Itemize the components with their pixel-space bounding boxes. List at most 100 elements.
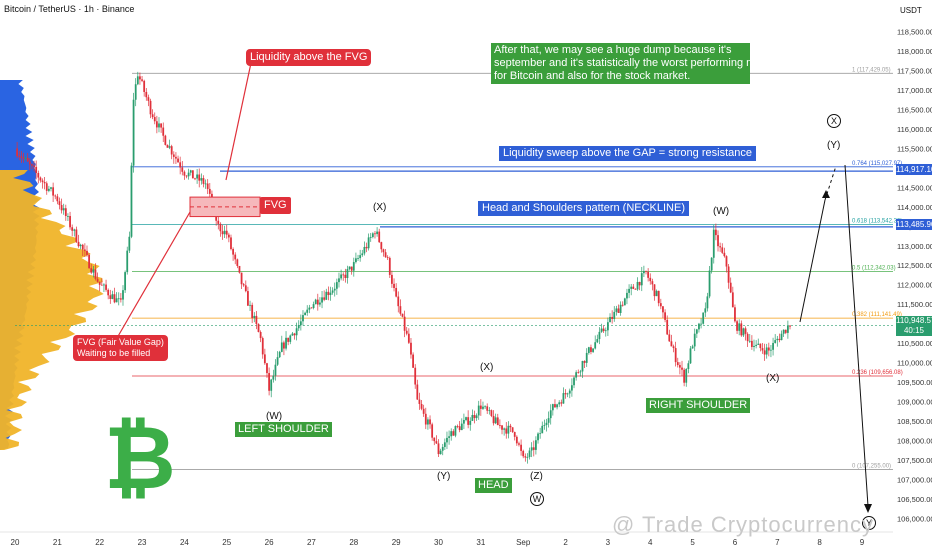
- candle-body: [759, 343, 762, 349]
- candle-body: [422, 408, 425, 414]
- candle-body: [160, 123, 163, 128]
- candle-body: [554, 404, 556, 408]
- candle-body: [107, 289, 110, 296]
- wave-label-w-right: (W): [713, 206, 730, 217]
- candle-body: [172, 154, 175, 157]
- candle-body: [357, 258, 359, 259]
- candle-body: [604, 330, 607, 332]
- bitcoin-logo: ₿: [104, 408, 176, 507]
- liquidity-fvg-label: Liquidity above the FVG: [246, 49, 372, 66]
- fib-level-label: 0.764 (115,027.97): [852, 161, 902, 167]
- candle-body: [249, 304, 251, 306]
- candle-body: [177, 158, 179, 163]
- candle-body: [674, 348, 677, 363]
- candle-body: [179, 162, 182, 168]
- candle-body: [740, 323, 743, 336]
- candle-body: [136, 76, 139, 85]
- candle-body: [145, 91, 148, 98]
- candle-body: [698, 323, 700, 330]
- candle-body: [507, 425, 510, 434]
- candle-body: [594, 342, 597, 349]
- y-tick-label: 108,500.00: [897, 417, 932, 426]
- candle-body: [319, 302, 321, 305]
- candle-body: [141, 79, 143, 81]
- candle-body: [490, 410, 493, 416]
- candle-body: [221, 231, 224, 235]
- candle-body: [706, 296, 709, 309]
- candle-body: [475, 415, 478, 419]
- y-tick-label: 116,000.00: [897, 125, 932, 134]
- candle-body: [162, 127, 165, 136]
- fvg-wait-line-2: Waiting to be filled: [77, 348, 151, 358]
- candle-body: [374, 233, 376, 235]
- candle-body: [657, 290, 660, 304]
- candle-body: [556, 404, 558, 408]
- fvg-pointer: [116, 211, 191, 339]
- candle-body: [181, 167, 184, 172]
- wave-label-x-mid: (X): [480, 362, 494, 373]
- currency-label: USDT: [900, 6, 922, 15]
- candle-body: [642, 270, 645, 274]
- candle-body: [412, 354, 414, 368]
- candle-body: [659, 303, 662, 307]
- candle-body: [452, 431, 455, 436]
- candle-body: [543, 424, 546, 426]
- candle-body: [738, 323, 741, 331]
- candle-body: [731, 292, 734, 308]
- candle-body: [376, 231, 378, 235]
- candle-body: [261, 338, 264, 355]
- candle-body: [433, 437, 436, 442]
- candle-body: [295, 328, 298, 336]
- candle-body: [467, 417, 470, 425]
- candle-body: [382, 249, 385, 253]
- candle-body: [41, 180, 44, 183]
- candle-body: [168, 146, 171, 148]
- candle-body: [632, 286, 635, 289]
- y-tick-label: 109,000.00: [897, 398, 932, 407]
- candle-body: [484, 406, 486, 408]
- candle-body: [312, 304, 315, 309]
- candle-body: [200, 178, 203, 181]
- chart-symbol[interactable]: Bitcoin / TetherUS · 1h · Binance: [4, 4, 135, 14]
- candle-body: [763, 350, 766, 355]
- candle-body: [560, 402, 563, 404]
- candle-body: [545, 422, 548, 425]
- candle-body: [266, 363, 268, 374]
- candle-body: [386, 257, 389, 258]
- candle-body: [615, 308, 618, 312]
- circled-w-label: W: [530, 492, 544, 506]
- candle-body: [111, 294, 114, 299]
- candle-body: [234, 254, 237, 260]
- candle-body: [628, 288, 630, 293]
- candle-body: [33, 165, 35, 167]
- candle-body: [571, 385, 573, 391]
- candle-body: [64, 208, 67, 217]
- candle-body: [772, 342, 774, 350]
- candle-body: [268, 373, 270, 391]
- candle-body: [90, 268, 93, 273]
- candle-body: [757, 343, 760, 345]
- circled-x-label: X: [827, 114, 841, 128]
- candle-body: [587, 347, 590, 353]
- candle-body: [723, 252, 726, 257]
- candle-body: [492, 415, 495, 424]
- candle-body: [47, 188, 50, 191]
- candle-body: [331, 290, 334, 293]
- candle-body: [170, 146, 173, 155]
- candle-body: [122, 290, 124, 300]
- x-tick-label: 21: [53, 538, 62, 547]
- candle-body: [585, 352, 588, 363]
- candle-body: [86, 250, 88, 255]
- candle-body: [103, 284, 105, 286]
- candle-body: [225, 230, 228, 235]
- y-tick-label: 111,500.00: [897, 300, 932, 309]
- candle-body: [488, 410, 491, 412]
- candle-body: [401, 313, 404, 317]
- candle-body: [194, 178, 196, 180]
- projection-down: [844, 164, 869, 507]
- candle-body: [272, 375, 275, 380]
- candle-body: [119, 298, 122, 300]
- candle-body: [227, 234, 230, 238]
- candle-body: [780, 333, 783, 341]
- x-tick-label: 25: [222, 538, 231, 547]
